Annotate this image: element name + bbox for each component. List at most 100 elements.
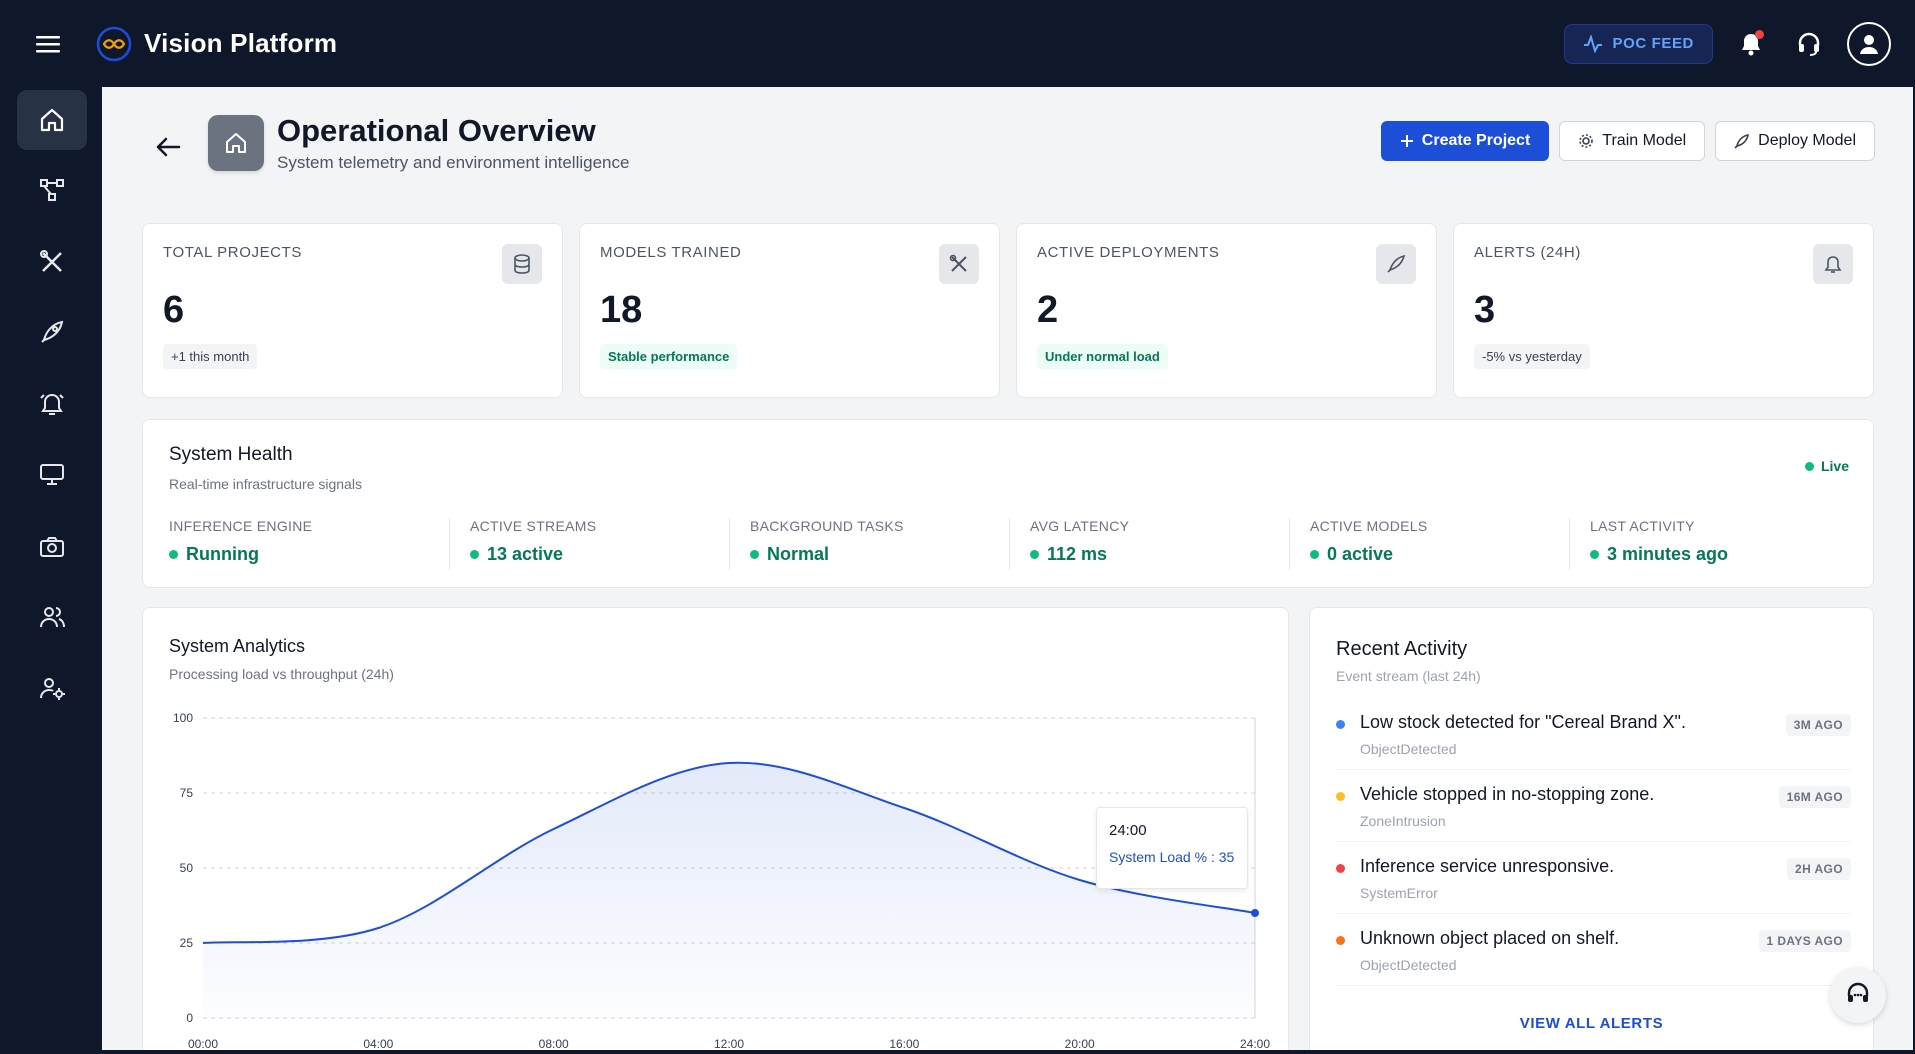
stat-value: Normal	[750, 544, 1009, 565]
tools-icon	[939, 244, 979, 284]
x-tick-label: 24:00	[1240, 1037, 1270, 1050]
stat-label: INFERENCE ENGINE	[169, 518, 313, 534]
create-project-label: Create Project	[1421, 132, 1531, 149]
kpi-badge: -5% vs yesterday	[1474, 344, 1590, 369]
back-arrow-icon[interactable]	[148, 127, 188, 167]
page-subtitle: System telemetry and environment intelli…	[277, 153, 630, 172]
x-tick-label: 08:00	[539, 1037, 569, 1050]
kpi-value: 2	[1037, 289, 1059, 331]
activity-text: Low stock detected for "Cereal Brand X".	[1360, 712, 1686, 732]
activity-item[interactable]: Inference service unresponsive. SystemEr…	[1336, 842, 1851, 914]
stat-value-text: 3 minutes ago	[1607, 544, 1729, 564]
severity-dot	[1336, 792, 1345, 801]
poc-feed-label: POC FEED	[1612, 35, 1694, 52]
train-model-button[interactable]: Train Model	[1559, 121, 1706, 161]
chart-tooltip: 24:00 System Load % : 35	[1096, 807, 1248, 889]
alarm-nav-icon[interactable]	[17, 374, 87, 434]
activity-text: Inference service unresponsive.	[1360, 856, 1615, 876]
analytics-subtitle: Processing load vs throughput (24h)	[169, 666, 394, 682]
status-dot	[1590, 550, 1599, 559]
kpi-card-total-projects: TOTAL PROJECTS 6 +1 this month	[142, 223, 563, 398]
status-dot	[1310, 550, 1319, 559]
system-load-area	[203, 762, 1255, 1018]
stat-last-activity: LAST ACTIVITY 3 minutes ago	[1569, 518, 1849, 570]
stat-label: LAST ACTIVITY	[1590, 518, 1695, 534]
stat-value: 0 active	[1310, 544, 1569, 565]
live-indicator: Live	[1804, 458, 1849, 474]
kpi-card-alerts: ALERTS (24H) 3 -5% vs yesterday	[1453, 223, 1874, 398]
stat-value-text: Running	[186, 544, 259, 564]
stat-label: AVG LATENCY	[1030, 518, 1130, 534]
create-project-button[interactable]: Create Project	[1380, 121, 1550, 161]
stat-active-streams: ACTIVE STREAMS 13 active	[449, 518, 729, 570]
page-header: Operational Overview System telemetry an…	[102, 87, 1913, 217]
stat-label: BACKGROUND TASKS	[750, 518, 904, 534]
activity-time-badge: 2H AGO	[1787, 858, 1851, 880]
tools-nav-icon[interactable]	[17, 232, 87, 292]
home-page-icon	[208, 115, 264, 171]
camera-nav-icon[interactable]	[17, 517, 87, 577]
headset-support-icon[interactable]	[1789, 24, 1829, 64]
support-chat-icon[interactable]	[1830, 967, 1886, 1023]
kpi-label: MODELS TRAINED	[600, 244, 742, 261]
train-model-label: Train Model	[1602, 132, 1687, 149]
header-actions: Create Project Train Model Deploy Model	[1380, 121, 1875, 161]
database-icon	[502, 244, 542, 284]
home-nav-icon[interactable]	[17, 90, 87, 150]
system-load-line	[202, 761, 1256, 944]
x-tick-label: 12:00	[714, 1037, 744, 1050]
activity-item[interactable]: Unknown object placed on shelf. ObjectDe…	[1336, 914, 1851, 986]
status-dot	[169, 550, 178, 559]
deploy-model-label: Deploy Model	[1758, 132, 1856, 149]
activity-text: Unknown object placed on shelf.	[1360, 928, 1620, 948]
stat-value: 13 active	[470, 544, 729, 565]
kpi-card-models-trained: MODELS TRAINED 18 Stable performance	[579, 223, 1000, 398]
brand-name: Vision Platform	[144, 28, 338, 58]
severity-dot	[1336, 720, 1345, 729]
activity-time-badge: 1 DAYS AGO	[1758, 930, 1851, 952]
kpi-badge: +1 this month	[163, 344, 258, 369]
y-tick-label: 50	[180, 861, 194, 875]
stat-value-text: 112 ms	[1047, 544, 1108, 564]
status-dot	[470, 550, 479, 559]
data-point	[1251, 909, 1259, 917]
activity-item[interactable]: Vehicle stopped in no-stopping zone. Zon…	[1336, 770, 1851, 842]
stat-background-tasks: BACKGROUND TASKS Normal	[729, 518, 1009, 570]
kpi-card-active-deployments: ACTIVE DEPLOYMENTS 2 Under normal load	[1016, 223, 1437, 398]
stat-avg-latency: AVG LATENCY 112 ms	[1009, 518, 1289, 570]
kpi-label: ACTIVE DEPLOYMENTS	[1037, 244, 1220, 261]
activity-subtitle: Event stream (last 24h)	[1336, 668, 1481, 684]
notifications-bell-icon[interactable]	[1731, 24, 1771, 64]
deploy-model-button[interactable]: Deploy Model	[1715, 121, 1875, 161]
alarm-icon	[1813, 244, 1853, 284]
stat-value-text: Normal	[767, 544, 830, 564]
poc-feed-button[interactable]: POC FEED	[1563, 23, 1713, 64]
activity-type: SystemError	[1360, 885, 1438, 901]
tooltip-time: 24:00	[1109, 822, 1147, 839]
system-health-card: System Health Real-time infrastructure s…	[142, 419, 1874, 588]
view-all-alerts-link[interactable]: VIEW ALL ALERTS	[1519, 1015, 1664, 1032]
activity-time-badge: 3M AGO	[1785, 714, 1851, 736]
x-tick-label: 20:00	[1065, 1037, 1095, 1050]
activity-item[interactable]: Low stock detected for "Cereal Brand X".…	[1336, 698, 1851, 770]
activity-text: Vehicle stopped in no-stopping zone.	[1360, 784, 1655, 804]
rocket-icon	[1376, 244, 1416, 284]
page-title: Operational Overview	[277, 113, 596, 148]
user-avatar-icon[interactable]	[1847, 21, 1891, 66]
stat-value-text: 0 active	[1327, 544, 1394, 564]
users-nav-icon[interactable]	[17, 587, 87, 647]
kpi-value: 6	[163, 289, 185, 331]
hamburger-menu-icon[interactable]	[24, 20, 72, 68]
stat-value: 112 ms	[1030, 544, 1289, 565]
severity-dot	[1336, 864, 1345, 873]
workflow-nav-icon[interactable]	[17, 160, 87, 220]
status-dot	[1030, 550, 1039, 559]
rocket-icon	[1734, 134, 1750, 149]
system-load-chart[interactable]: 0 25 50 75 100 00:00 04:00 08:00 12:00 16:00 20:00…	[153, 698, 1273, 1050]
top-bar: Vision Platform POC FEED	[0, 0, 1915, 87]
health-stats: INFERENCE ENGINE Running ACTIVE STREAMS …	[169, 518, 1849, 570]
rocket-nav-icon[interactable]	[17, 302, 87, 362]
stat-value-text: 13 active	[487, 544, 564, 564]
user-settings-nav-icon[interactable]	[17, 658, 87, 718]
monitor-nav-icon[interactable]	[17, 444, 87, 504]
